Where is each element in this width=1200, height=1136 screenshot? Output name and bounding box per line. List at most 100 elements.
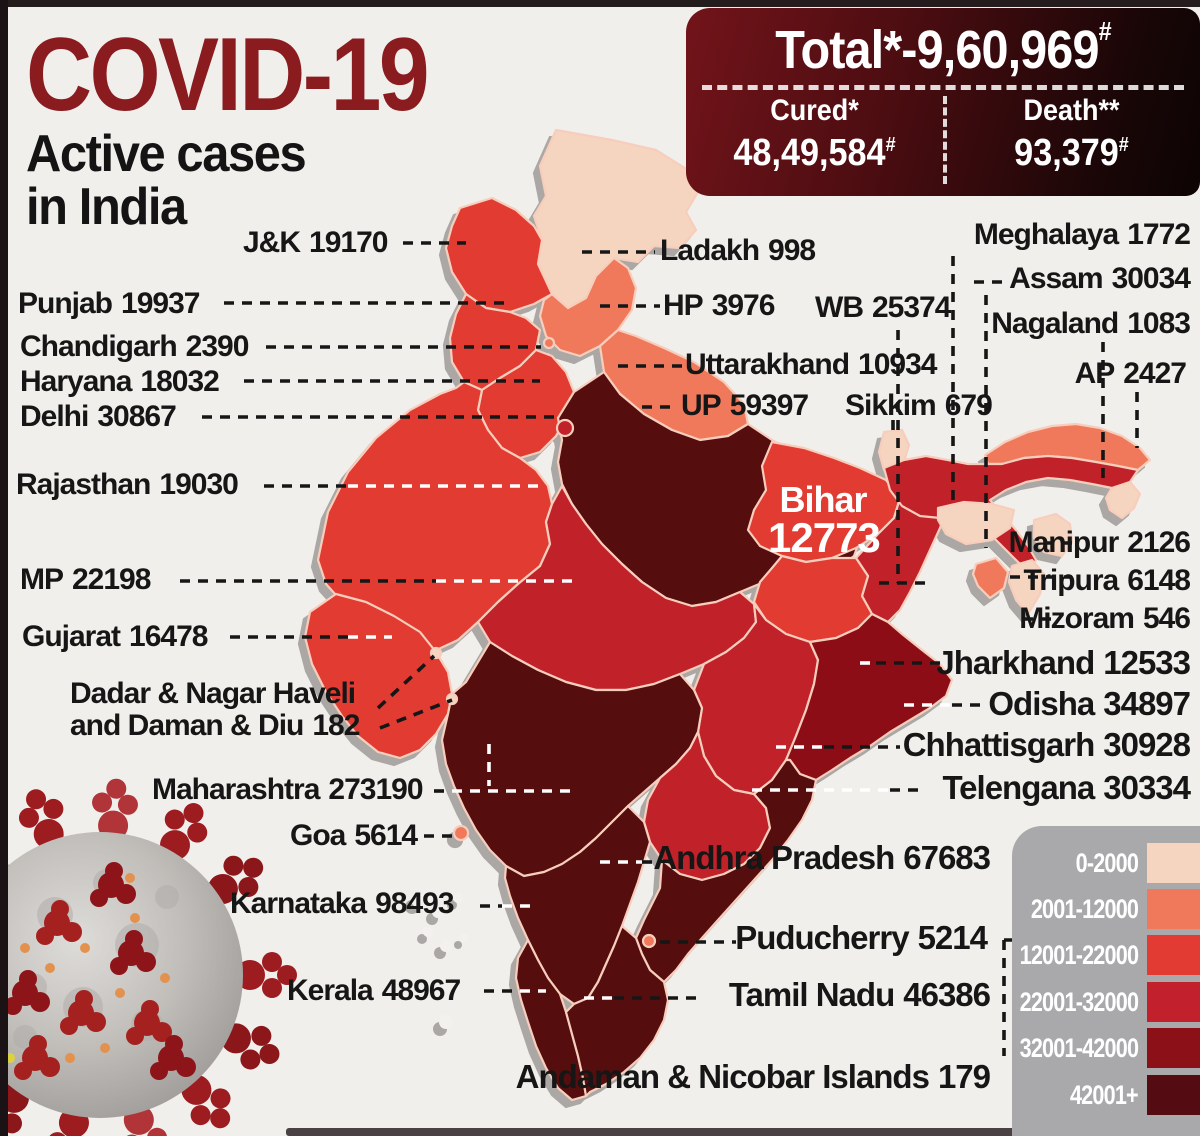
label-assam: Assam 30034 (1009, 262, 1191, 295)
cured-value: 48,49,584 (733, 132, 886, 174)
legend-swatch (1147, 935, 1200, 975)
label-rajasthan: Rajasthan 19030 (16, 468, 239, 501)
label-haryana: Haryana 18032 (20, 365, 220, 398)
state-shape-gujarat (303, 592, 454, 760)
label-manipur: Manipur 2126 (1008, 526, 1191, 559)
state-shape-andhra-pradesh (634, 758, 818, 984)
label-bihar: Bihar 12773 (768, 479, 881, 562)
cured-label: Cured* (770, 94, 859, 127)
label-goa: Goa 5614 (290, 819, 418, 852)
legend-swatch (1147, 843, 1200, 883)
legend-row: 22001-32000 (1012, 982, 1200, 1022)
total-value: -9,60,969 (901, 20, 1099, 80)
label-wb: WB 25374 (815, 291, 951, 324)
leader-lines-light (348, 484, 952, 1000)
legend-label: 22001-32000 (1019, 987, 1138, 1017)
label-punjab: Punjab 19937 (18, 287, 200, 320)
label-tamil-nadu: Tamil Nadu 46386 (728, 976, 991, 1013)
total-line: Total*-9,60,969# (712, 16, 1175, 81)
legend-label: 42001+ (1070, 1080, 1139, 1110)
legend-row: 2001-12000 (1012, 889, 1200, 929)
label-tripura: Tripura 6148 (1023, 564, 1191, 597)
state-shape-nagaland (1104, 480, 1142, 520)
state-shape-jk (444, 196, 554, 314)
label-karnataka: Karnataka 98493 (230, 887, 455, 920)
legend-row: 42001+ (1012, 1075, 1200, 1115)
label-sikkim: Sikkim 679 (845, 389, 993, 422)
legend-swatch (1147, 1075, 1200, 1115)
label-jk: J&K 19170 (243, 226, 388, 259)
leader-assam (974, 280, 1002, 548)
leader-wb (879, 330, 929, 585)
death-hash: # (1118, 134, 1129, 156)
label-andaman-nicobar: Andaman & Nicobar Islands 179 (515, 1058, 991, 1095)
frame-left-border (0, 0, 8, 1136)
legend-swatch (1147, 982, 1200, 1022)
label-andhra-pradesh: Andhra Pradesh 67683 (653, 839, 991, 876)
totals-panel: Total*-9,60,969# Cured* 48,49,584# Death… (686, 8, 1200, 196)
legend-row: 12001-22000 (1012, 935, 1200, 975)
subtitle-line-1: Active cases (26, 125, 307, 183)
cured-column: Cured* 48,49,584# (686, 92, 943, 192)
state-dot-goa (452, 824, 470, 842)
label-telengana: Telengana 30334 (942, 769, 1191, 806)
legend-label: 32001-42000 (1019, 1033, 1138, 1063)
label-uttarakhand: Uttarakhand 10934 (685, 348, 937, 381)
death-column: Death** 93,379# (943, 92, 1200, 192)
label-arunachal-ap: AP 2427 (1074, 357, 1187, 390)
label-meghalaya: Meghalaya 1772 (973, 218, 1191, 251)
page-subtitle: Active cases in India (26, 125, 307, 237)
label-gujarat: Gujarat 16478 (22, 620, 208, 653)
death-label: Death** (1023, 94, 1120, 127)
label-chandigarh: Chandigarh 2390 (20, 330, 249, 363)
frame-bottom-strip (286, 1128, 1134, 1136)
label-kerala: Kerala 48967 (287, 974, 461, 1007)
label-ladakh: Ladakh 998 (660, 234, 816, 267)
subtitle-line-2: in India (26, 178, 187, 237)
legend-label: 2001-12000 (1030, 894, 1139, 924)
label-mizoram: Mizoram 546 (1019, 602, 1191, 635)
bihar-value: 12773 (768, 514, 881, 562)
totals-vertical-divider (943, 96, 947, 184)
state-dot-delhi (555, 418, 575, 438)
page-title: COVID-19 (26, 17, 430, 133)
label-delhi: Delhi 30867 (20, 400, 177, 433)
label-mp: MP 22198 (20, 563, 151, 596)
leader-dnh-2 (379, 698, 453, 730)
legend: 0-2000 2001-12000 12001-22000 22001-3200… (1012, 826, 1200, 1136)
state-shape-hp (538, 256, 638, 358)
leader-dnh-1 (376, 654, 436, 710)
label-puducherry: Puducherry 5214 (735, 919, 988, 956)
leader-maharashtra-inner (452, 744, 572, 793)
total-label: Total* (775, 20, 902, 80)
label-odisha: Odisha 34897 (988, 685, 1191, 722)
legend-row: 0-2000 (1012, 843, 1200, 883)
state-shape-tripura (971, 556, 1010, 600)
legend-swatch (1147, 889, 1200, 929)
coronavirus-illustration (0, 776, 297, 1136)
label-dnh-daman-diu: Dadar & Nagar Haveli and Daman & Diu 182 (70, 677, 360, 742)
state-shape-meghalaya (936, 500, 1016, 546)
state-dot-puducherry (641, 933, 657, 949)
label-jharkhand: Jharkhand 12533 (936, 644, 1191, 681)
total-hash: # (1098, 16, 1112, 46)
legend-label: 0-2000 (1075, 848, 1139, 878)
label-chhattisgarh: Chhattisgarh 30928 (902, 726, 1191, 763)
frame-top-border (0, 0, 1200, 7)
state-shape-bihar (746, 440, 902, 564)
state-shape-manipur (1032, 512, 1074, 558)
label-maharashtra: Maharashtra 273190 (152, 773, 424, 806)
legend-row: 32001-42000 (1012, 1028, 1200, 1068)
legend-label: 12001-22000 (1019, 940, 1138, 970)
lakshadweep-islands (411, 893, 468, 1029)
label-hp: HP 3976 (663, 289, 775, 322)
legend-swatch (1147, 1028, 1200, 1068)
label-nagaland: Nagaland 1083 (991, 307, 1191, 340)
state-shape-mizoram (1007, 558, 1046, 616)
state-dot-chandigarh (542, 336, 556, 350)
totals-dashed-divider (702, 85, 1184, 90)
bihar-name: Bihar (779, 479, 867, 520)
virus-orange-dots (20, 873, 170, 1063)
label-up: UP 59397 (681, 389, 809, 422)
